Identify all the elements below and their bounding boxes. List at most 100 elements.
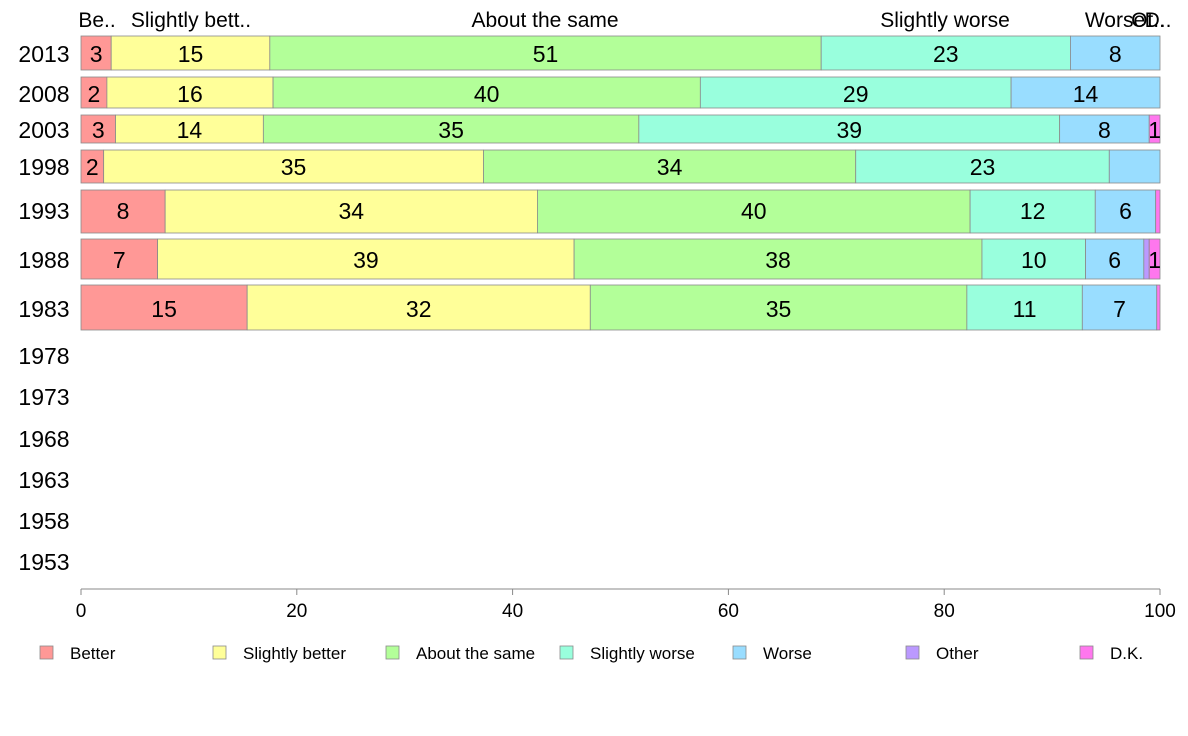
y-tick-label-1993: 1993	[18, 198, 69, 224]
data-label-2003-slightly-better: 14	[177, 117, 203, 143]
legend-label-better: Better	[70, 644, 116, 663]
top-label-better: Be..	[78, 9, 115, 32]
y-tick-label-2008: 2008	[18, 81, 69, 107]
bar-1988-slightly-better	[157, 238, 575, 280]
data-label-1993-slightly-better: 34	[338, 198, 364, 224]
bar-1993-worse	[1094, 189, 1157, 234]
data-label-1993-better: 8	[117, 198, 130, 224]
legend-label-about-the-same: About the same	[416, 644, 535, 663]
x-tick-label-40: 40	[502, 601, 523, 622]
bar-1983-better	[80, 284, 248, 331]
data-label-2003-better: 3	[92, 117, 105, 143]
bar-1988-better	[80, 238, 159, 280]
legend-swatch-slightly-worse	[559, 645, 574, 660]
legend-label-other: Other	[936, 644, 979, 663]
y-tick-label-1983: 1983	[18, 296, 69, 322]
legend-label-d-k: D.K.	[1110, 644, 1143, 663]
y-tick-label-1998: 1998	[18, 154, 69, 180]
data-label-1998-slightly-better: 35	[281, 154, 307, 180]
bar-2003-about-the-same	[262, 114, 640, 144]
bar-2008-worse	[1010, 76, 1161, 109]
y-tick-label-2003: 2003	[18, 117, 69, 143]
data-label-2013-slightly-better: 15	[178, 41, 204, 67]
data-label-1988-about-the-same: 38	[765, 247, 791, 273]
data-label-1998-about-the-same: 34	[657, 154, 683, 180]
bar-2013-better	[80, 35, 112, 71]
bar-1993-d-k	[1155, 189, 1161, 234]
bar-1983-about-the-same	[589, 284, 968, 331]
y-tick-label-1988: 1988	[18, 247, 69, 273]
legend-swatch-better	[39, 645, 54, 660]
data-label-1983-slightly-worse: 11	[1013, 296, 1037, 322]
legend-label-slightly-better: Slightly better	[243, 644, 346, 663]
x-tick-label-80: 80	[934, 601, 955, 622]
bar-1998-worse	[1108, 149, 1161, 184]
y-tick-label-2013: 2013	[18, 41, 69, 67]
data-label-2003-about-the-same: 35	[438, 117, 464, 143]
bar-1993-about-the-same	[537, 189, 971, 234]
bar-2013-slightly-worse	[820, 35, 1071, 71]
data-label-1993-slightly-worse: 12	[1020, 198, 1046, 224]
bar-2013-about-the-same	[269, 35, 822, 71]
bar-1983-slightly-better	[246, 284, 591, 331]
data-label-1988-slightly-better: 39	[353, 247, 379, 273]
data-label-2003-slightly-worse: 39	[836, 117, 862, 143]
bar-2003-better	[80, 114, 116, 144]
bar-1988-about-the-same	[573, 238, 983, 280]
bar-1993-slightly-better	[164, 189, 538, 234]
bar-1993-better	[80, 189, 166, 234]
data-label-2013-slightly-worse: 23	[933, 41, 959, 67]
bar-1983-d-k	[1156, 284, 1161, 331]
data-label-1988-worse: 6	[1108, 247, 1121, 273]
bar-2003-slightly-better	[115, 114, 264, 144]
data-label-2008-slightly-better: 16	[177, 81, 203, 107]
bar-1998-slightly-worse	[855, 149, 1110, 184]
data-label-1988-slightly-worse: 10	[1021, 247, 1047, 273]
top-label-d-k: D..	[1145, 9, 1172, 32]
y-tick-label-1963: 1963	[18, 467, 69, 493]
legend-swatch-d-k	[1079, 645, 1094, 660]
bar-2008-slightly-better	[106, 76, 274, 109]
legend-swatch-about-the-same	[385, 645, 400, 660]
bar-1988-slightly-worse	[981, 238, 1086, 280]
bar-2003-worse	[1059, 114, 1150, 144]
bars-layer: 3 15 51 23 82 16 40 29 143 14 35 39 8 12 35 34 238 34 40 12…	[80, 35, 1161, 331]
top-label-worse: Worse	[1085, 9, 1145, 32]
data-label-2008-slightly-worse: 29	[843, 81, 869, 107]
data-label-2003-d-k: 1	[1148, 117, 1161, 143]
data-label-1988-better: 7	[113, 247, 126, 273]
bar-1983-slightly-worse	[966, 284, 1083, 331]
bar-1988-worse	[1085, 238, 1145, 280]
legend-swatch-worse	[732, 645, 747, 660]
y-axis-labels: 2013 2008 2003 1998 1993 1988 1983 1978 1973 1968…	[18, 41, 69, 575]
bar-1988-d-k	[1148, 238, 1161, 280]
y-tick-label-1958: 1958	[18, 508, 69, 534]
data-label-2013-worse: 8	[1109, 41, 1122, 67]
data-label-1983-worse: 7	[1113, 296, 1126, 322]
top-label-slightly-better: Slightly bett..	[131, 9, 251, 32]
bar-2003-slightly-worse	[638, 114, 1061, 144]
legend-label-slightly-worse: Slightly worse	[590, 644, 695, 663]
data-label-1983-about-the-same: 35	[766, 296, 792, 322]
top-category-labels: Be.. Slightly bett.. About the same Slightl…	[78, 9, 1171, 32]
bar-2008-better	[80, 76, 108, 109]
data-label-2003-worse: 8	[1098, 117, 1111, 143]
legend-swatch-other	[905, 645, 920, 660]
x-axis: 0 20 40 60 80 100	[76, 588, 1176, 622]
data-label-1993-worse: 6	[1119, 198, 1132, 224]
top-label-other: Ot..	[1131, 9, 1165, 32]
bar-2003-d-k	[1148, 114, 1161, 144]
legend-label-worse: Worse	[763, 644, 812, 663]
data-label-1983-better: 15	[151, 296, 177, 322]
legend: Better Slightly better About the same Sligh…	[39, 644, 1143, 663]
bar-1998-slightly-better	[103, 149, 484, 184]
bar-1983-worse	[1081, 284, 1158, 331]
data-label-2013-about-the-same: 51	[533, 41, 559, 67]
y-tick-label-1953: 1953	[18, 549, 69, 575]
data-label-2013-better: 3	[90, 41, 103, 67]
data-label-2008-about-the-same: 40	[474, 81, 500, 107]
data-label-2008-worse: 14	[1073, 81, 1099, 107]
top-label-about-the-same: About the same	[471, 9, 618, 32]
x-tick-label-60: 60	[718, 601, 739, 622]
